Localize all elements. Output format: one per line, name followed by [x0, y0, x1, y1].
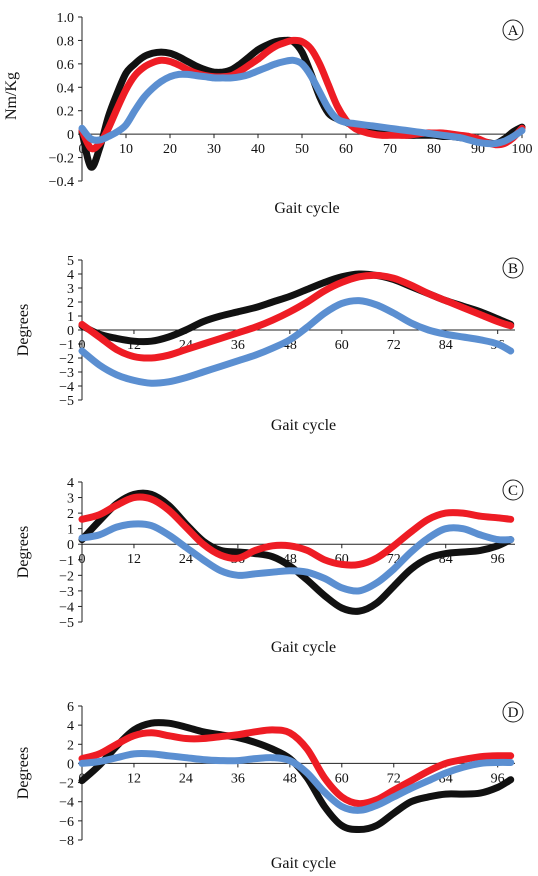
y-tick-label: 4: [67, 476, 74, 491]
x-axis-title: Gait cycle: [271, 639, 336, 656]
panel-label: D: [508, 705, 519, 721]
y-tick-label: −3: [59, 366, 74, 381]
y-tick-label: −3: [59, 585, 74, 600]
y-tick-label: 0: [67, 538, 74, 553]
y-tick-label: 0.6: [57, 58, 75, 73]
x-tick-label: 36: [231, 338, 245, 353]
y-tick-label: 0.2: [57, 105, 75, 120]
x-tick-label: 60: [339, 142, 353, 157]
x-tick-label: 60: [335, 338, 349, 353]
y-tick-label: −1: [59, 338, 74, 353]
y-tick-label: 0.8: [57, 34, 75, 49]
y-tick-label: −4: [59, 380, 74, 395]
x-axis-title: Gait cycle: [271, 855, 336, 872]
series-line-blue: [78, 520, 515, 595]
x-tick-label: 0: [79, 552, 86, 567]
y-tick-label: 1: [67, 523, 74, 538]
panel-label: A: [508, 23, 519, 39]
panel-label-circle: [502, 257, 524, 279]
x-axis-title: Gait cycle: [274, 200, 339, 217]
y-tick-label: −5: [59, 394, 74, 409]
y-axis-title: Degrees: [15, 304, 32, 356]
y-tick-label: −4: [59, 600, 74, 615]
x-tick-label: 60: [335, 771, 349, 786]
panel-label-circle: [502, 479, 524, 501]
y-axis-title: Degrees: [15, 526, 32, 578]
panel-label: B: [508, 261, 518, 277]
x-tick-label: 12: [127, 552, 141, 567]
x-tick-label: 100: [512, 142, 533, 157]
series-line-red: [78, 493, 515, 569]
x-tick-label: 10: [119, 142, 133, 157]
x-tick-label: 30: [207, 142, 221, 157]
x-tick-label: 20: [163, 142, 177, 157]
y-tick-label: 3: [67, 282, 74, 297]
y-tick-label: 1.0: [57, 11, 75, 26]
chart-panel-a: 1.0 0.8 0.6 0.4 0.2 0 −0.2 −0.4 0 10 20 30 40 50 60 70 8…: [3, 11, 533, 217]
y-tick-label: 2: [67, 738, 74, 753]
x-tick-label: 24: [179, 771, 193, 786]
panel-label-circle: [502, 19, 524, 41]
y-tick-label: 0.4: [57, 81, 75, 96]
panel-label-circle: [502, 701, 524, 723]
y-tick-label: 6: [67, 700, 74, 715]
y-axis-title: Nm/Kg: [3, 72, 20, 120]
y-tick-label: 2: [67, 296, 74, 311]
y-tick-label: −8: [59, 834, 74, 849]
x-tick-label: 40: [251, 142, 265, 157]
x-tick-label: 72: [387, 771, 401, 786]
x-tick-label: 0: [79, 142, 86, 157]
y-tick-label: 0: [67, 324, 74, 339]
series-line-blue: [78, 56, 526, 148]
y-tick-label: −5: [59, 616, 74, 631]
x-tick-label: 12: [127, 771, 141, 786]
y-tick-label: −1: [59, 554, 74, 569]
y-tick-label: −2: [59, 352, 74, 367]
y-tick-label: 4: [67, 268, 74, 283]
x-tick-label: 0: [79, 338, 86, 353]
x-tick-label: 72: [387, 338, 401, 353]
x-tick-label: 36: [231, 771, 245, 786]
y-tick-label: −0.4: [49, 175, 74, 190]
series-line-blue: [78, 297, 515, 387]
y-tick-label: −2: [59, 777, 74, 792]
y-tick-label: 0: [67, 128, 74, 143]
x-tick-label: 96: [491, 552, 505, 567]
series-line-blue: [78, 749, 515, 814]
y-tick-label: −2: [59, 569, 74, 584]
x-tick-label: 84: [439, 338, 453, 353]
y-tick-label: 4: [67, 719, 74, 734]
series-line-red: [78, 271, 515, 362]
x-tick-label: 80: [427, 142, 441, 157]
series-line-red: [78, 726, 515, 808]
y-tick-label: 0: [67, 757, 74, 772]
x-axis-title: Gait cycle: [271, 417, 336, 434]
y-tick-label: −4: [59, 796, 74, 811]
y-tick-label: −0.2: [49, 152, 74, 167]
y-tick-label: −6: [59, 815, 74, 830]
x-tick-label: 50: [295, 142, 309, 157]
x-tick-label: 48: [283, 771, 297, 786]
y-tick-label: 2: [67, 507, 74, 522]
y-tick-label: 3: [67, 492, 74, 507]
panel-label: C: [508, 483, 518, 499]
x-tick-label: 70: [383, 142, 397, 157]
y-tick-label: 5: [67, 254, 74, 269]
y-tick-label: 1: [67, 310, 74, 325]
x-tick-label: 24: [179, 552, 193, 567]
y-axis-title: Degrees: [15, 747, 32, 799]
